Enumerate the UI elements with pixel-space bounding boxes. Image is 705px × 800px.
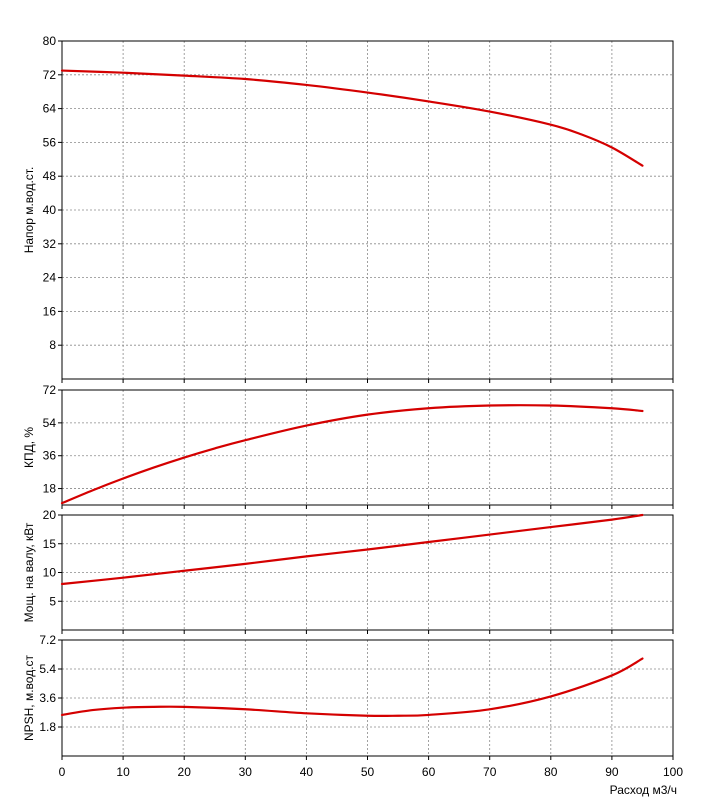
y-tick-label: 56 [43,135,57,149]
y-axis-title: Напор м.вод.ст. [22,167,36,254]
x-tick-label: 20 [178,765,192,779]
y-tick-label: 15 [43,537,57,551]
y-tick-label: 36 [43,449,57,463]
y-tick-label: 48 [43,169,57,183]
y-tick-label: 64 [43,102,57,116]
y-tick-label: 80 [43,34,57,48]
head-panel: 8 16 24 32 40 48 56 64 72 80 Напор м.вод.ст. [22,34,674,383]
x-tick-label: 0 [59,765,66,779]
y-tick-label: 5.4 [39,662,56,676]
x-tick-label: 100 [663,765,683,779]
npsh-panel: 1.8 3.6 5.4 7.2 0 10 20 30 40 50 60 70 80 90 100 Расход… [22,633,683,797]
y-tick-label: 54 [43,416,57,430]
y-axis-title: Мощ. на валу, кВт [22,522,36,622]
series-line [60,657,644,718]
y-tick-label: 24 [43,271,57,285]
y-tick-label: 3.6 [39,691,56,705]
y-tick-label: 5 [49,594,56,608]
y-axis-title: КПД, % [22,427,36,468]
power-panel: 5 10 15 20 Мощ. на валу, кВт [22,508,674,634]
x-tick-label: 40 [300,765,314,779]
x-tick-label: 60 [422,765,436,779]
series-line [60,69,644,167]
series-line [60,513,644,586]
y-tick-label: 10 [43,566,57,580]
x-tick-label: 10 [116,765,130,779]
x-axis-title: Расход м3/ч [610,783,677,797]
x-tick-label: 90 [605,765,619,779]
y-tick-label: 7.2 [39,633,56,647]
x-tick-label: 80 [544,765,558,779]
x-tick-label: 30 [239,765,253,779]
y-tick-label: 40 [43,203,57,217]
y-tick-label: 1.8 [39,720,56,734]
y-tick-label: 32 [43,237,57,251]
y-axis-title: NPSH, м.вод.ст [22,654,36,741]
y-tick-label: 72 [43,383,57,397]
series-line [60,404,644,505]
x-tick-label: 70 [483,765,497,779]
efficiency-panel: 18 36 54 72 КПД, % [22,383,674,509]
x-tick-label: 50 [361,765,375,779]
y-tick-label: 20 [43,508,57,522]
y-tick-label: 16 [43,304,57,318]
y-tick-label: 72 [43,68,57,82]
y-tick-label: 8 [49,338,56,352]
y-tick-label: 18 [43,482,57,496]
